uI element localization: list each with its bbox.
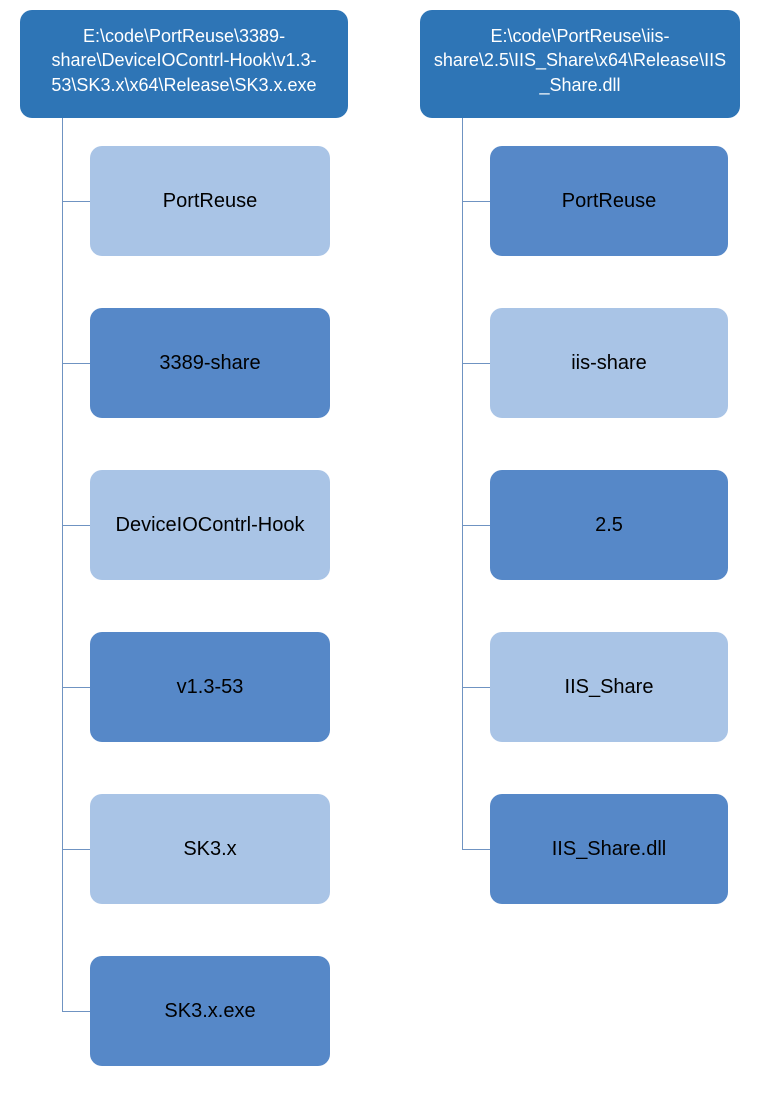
child-row: v1.3-53: [20, 632, 330, 742]
child-node: PortReuse: [490, 146, 728, 256]
child-row: SK3.x.exe: [20, 956, 330, 1066]
connector-horizontal: [62, 525, 90, 526]
child-node: iis-share: [490, 308, 728, 418]
connector-horizontal: [462, 525, 490, 526]
child-node: PortReuse: [90, 146, 330, 256]
connector-horizontal: [62, 849, 90, 850]
child-row: 2.5: [420, 470, 728, 580]
children-wrap: PortReuse 3389-share DeviceIOContrl-Hook v1…: [20, 118, 348, 1118]
child-row: IIS_Share: [420, 632, 728, 742]
child-row: PortReuse: [420, 146, 728, 256]
tree-header: E:\code\PortReuse\iis-share\2.5\IIS_Shar…: [420, 10, 740, 118]
child-node: SK3.x: [90, 794, 330, 904]
child-node: SK3.x.exe: [90, 956, 330, 1066]
connector-horizontal: [462, 363, 490, 364]
connector-horizontal: [62, 201, 90, 202]
connector-horizontal: [62, 1011, 90, 1012]
child-row: PortReuse: [20, 146, 330, 256]
child-node: 2.5: [490, 470, 728, 580]
child-row: SK3.x: [20, 794, 330, 904]
connector-horizontal: [462, 201, 490, 202]
tree-header: E:\code\PortReuse\3389-share\DeviceIOCon…: [20, 10, 348, 118]
tree-right: E:\code\PortReuse\iis-share\2.5\IIS_Shar…: [420, 10, 740, 956]
connector-horizontal: [462, 849, 490, 850]
child-row: 3389-share: [20, 308, 330, 418]
child-node: v1.3-53: [90, 632, 330, 742]
child-row: IIS_Share.dll: [420, 794, 728, 904]
connector-horizontal: [62, 363, 90, 364]
child-node: 3389-share: [90, 308, 330, 418]
child-node: IIS_Share.dll: [490, 794, 728, 904]
children-wrap: PortReuse iis-share 2.5 IIS_Share IIS_Share.…: [420, 118, 740, 956]
child-node: DeviceIOContrl-Hook: [90, 470, 330, 580]
child-row: iis-share: [420, 308, 728, 418]
tree-left: E:\code\PortReuse\3389-share\DeviceIOCon…: [20, 10, 348, 1118]
child-row: DeviceIOContrl-Hook: [20, 470, 330, 580]
child-node: IIS_Share: [490, 632, 728, 742]
connector-horizontal: [462, 687, 490, 688]
connector-horizontal: [62, 687, 90, 688]
